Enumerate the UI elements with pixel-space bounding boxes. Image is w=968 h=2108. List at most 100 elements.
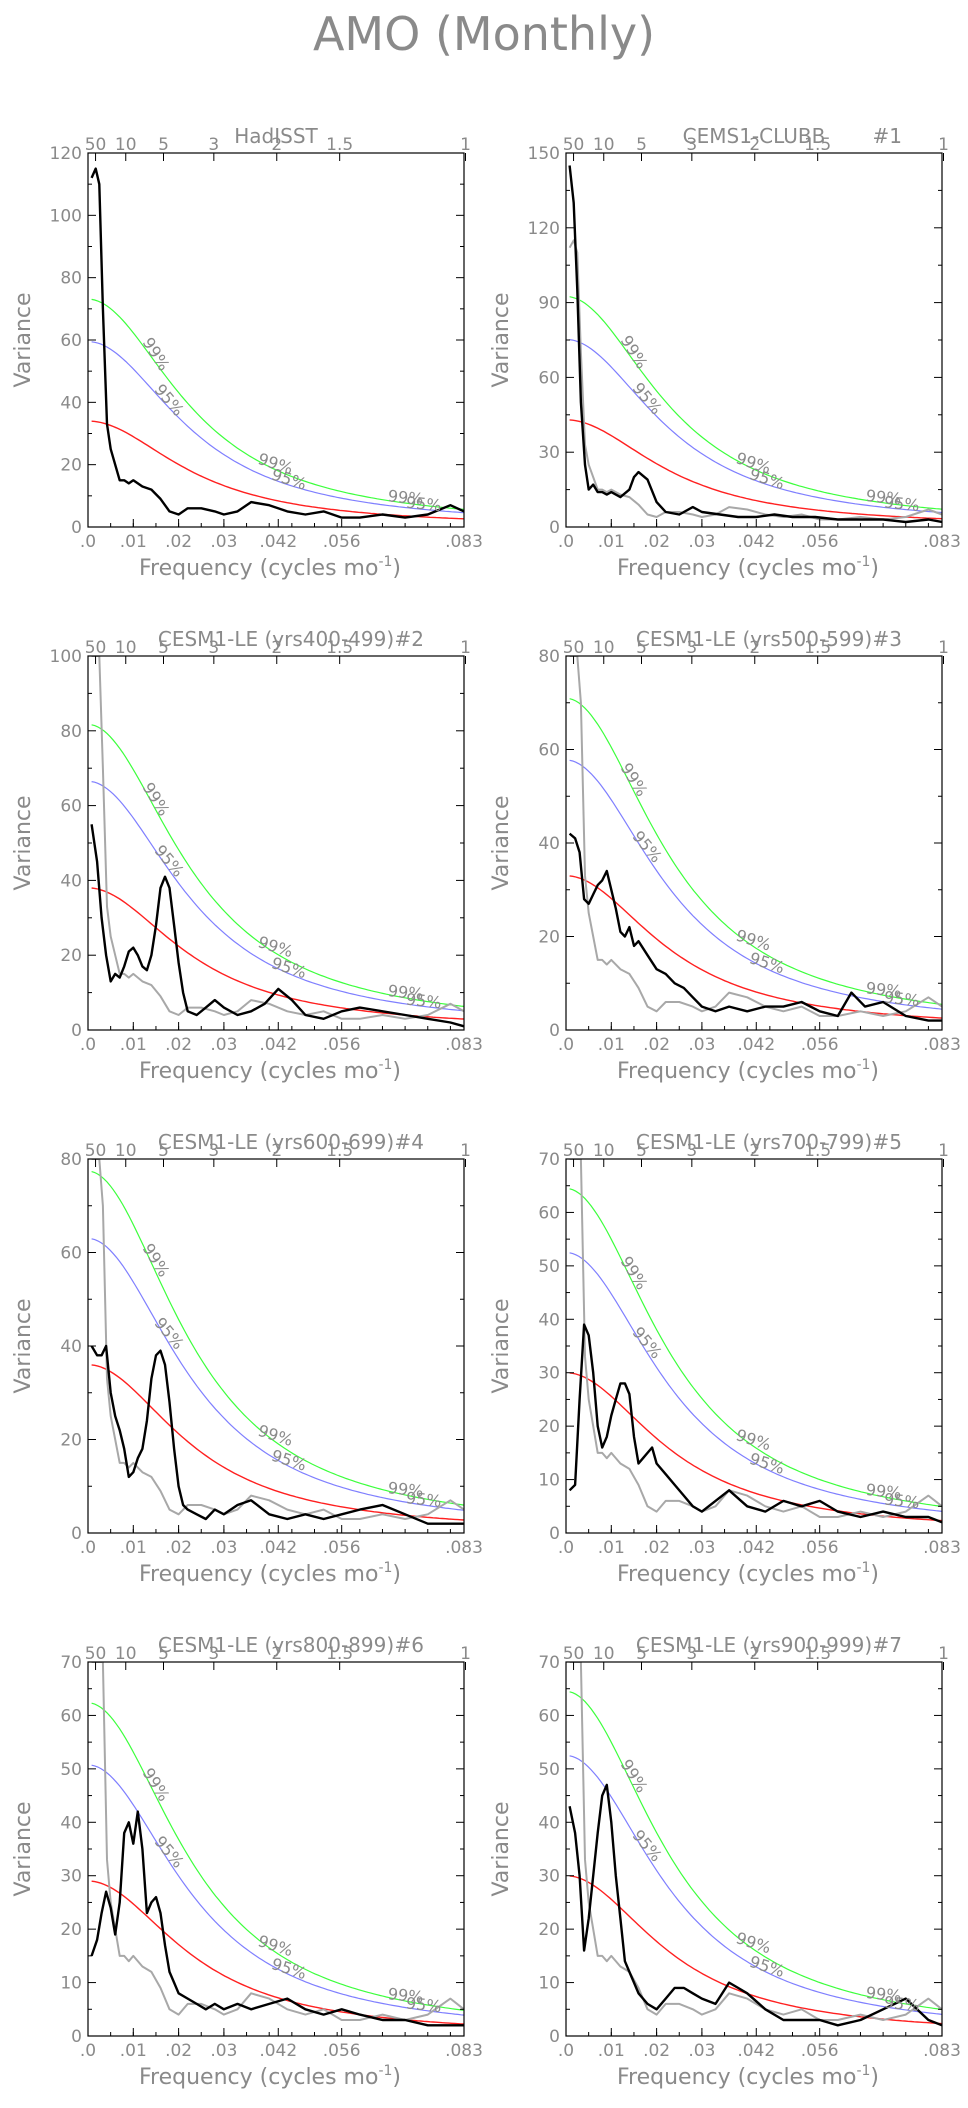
x-tick-label: .03: [210, 1538, 237, 1558]
period-tick-label: 10: [593, 1141, 615, 1161]
panel-run-number: #6: [395, 1633, 424, 1657]
spectrum-line: [568, 1323, 942, 1524]
x-tick-label: .02: [643, 532, 670, 552]
plot-area: [568, 1159, 942, 1524]
x-tick-label: .03: [210, 1035, 237, 1055]
y-tick-label: 90: [538, 294, 560, 314]
period-tick-label: 5: [158, 1141, 169, 1161]
period-tick-label: 1: [938, 1644, 949, 1664]
period-tick-label: 1.5: [804, 1644, 831, 1664]
panel-title: CESM1-LE (yrs700-799): [636, 1130, 872, 1154]
y-tick-label: 30: [538, 443, 560, 463]
x-tick-label: .02: [165, 532, 192, 552]
ci95-label: 95%: [405, 1488, 442, 1511]
x-tick-label: .083: [445, 1538, 483, 1558]
x-axis-label-superscript: -1: [856, 554, 870, 570]
ci95-label: 95%: [151, 841, 188, 880]
y-tick-label: 20: [60, 1431, 82, 1451]
x-axis-label-superscript: -1: [378, 1057, 392, 1073]
period-tick-label: 50: [563, 1141, 585, 1161]
plot-area: [90, 656, 464, 1028]
plot-area: [568, 165, 942, 524]
x-axis-label: Frequency (cycles mo-1): [139, 1560, 401, 1587]
ci99-curve: [91, 298, 464, 510]
ci95-label: 95%: [629, 827, 666, 866]
plot-frame: [565, 1661, 943, 2037]
ci99-label: 99%: [387, 1984, 424, 2007]
period-tick-label: 1: [460, 135, 471, 155]
ci99-label: 99%: [139, 779, 174, 819]
y-tick-label: 50: [538, 1257, 560, 1277]
period-tick-label: 1.5: [326, 1644, 353, 1664]
ci95-curve: [91, 781, 464, 1012]
spectrum-line: [90, 167, 464, 519]
x-tick-label: .0: [558, 532, 574, 552]
panel-run-number: #3: [873, 627, 902, 651]
reference-spectrum-line: [569, 1159, 942, 1518]
spectrum-line: [90, 1810, 464, 2027]
ci99-label: 99%: [617, 332, 652, 372]
x-axis-label: Frequency (cycles mo-1): [617, 1057, 879, 1084]
x-tick-label: .056: [323, 2041, 361, 2061]
plot-frame: [565, 655, 943, 1031]
y-tick-label: 40: [60, 1337, 82, 1357]
y-tick-label: 40: [538, 834, 560, 854]
ci95-label: 95%: [629, 1323, 666, 1362]
period-tick-label: 1.5: [804, 1141, 831, 1161]
period-tick-label: 50: [563, 135, 585, 155]
chart-panel-3: CESM1-LE (yrs400-499) #299%95%99%95%99%95…: [11, 627, 483, 1084]
panel-run-number: #4: [395, 1130, 424, 1154]
x-tick-label: .01: [598, 2041, 625, 2061]
period-tick-label: 50: [85, 638, 107, 658]
red-noise-curve: [569, 419, 942, 520]
x-tick-label: .01: [598, 1538, 625, 1558]
x-tick-label: .042: [259, 2041, 297, 2061]
ci95-label: 95%: [629, 379, 666, 418]
x-tick-label: .042: [259, 532, 297, 552]
period-tick-label: 3: [686, 1644, 697, 1664]
chart-panel-2: CEMS1-CLUBB #199%95%99%95%99%95%030609012…: [489, 124, 961, 581]
x-tick-label: .03: [210, 2041, 237, 2061]
x-tick-label: .083: [923, 532, 961, 552]
x-tick-label: .02: [165, 1035, 192, 1055]
period-tick-label: 5: [158, 1644, 169, 1664]
y-axis-label: Variance: [489, 795, 514, 890]
period-tick-label: 3: [686, 135, 697, 155]
panel-run-number: #2: [395, 627, 424, 651]
y-tick-label: 70: [60, 1653, 82, 1673]
x-axis-label-superscript: -1: [856, 2063, 870, 2079]
period-tick-label: 3: [686, 1141, 697, 1161]
period-tick-label: 10: [593, 638, 615, 658]
ci95-label: 95%: [269, 1954, 309, 1983]
period-tick-label: 1: [938, 1141, 949, 1161]
panel-title: CESM1-LE (yrs500-599): [636, 627, 872, 651]
ci95-label: 95%: [405, 493, 442, 516]
x-tick-label: .01: [120, 1035, 147, 1055]
period-tick-label: 3: [208, 1141, 219, 1161]
period-tick-label: 1: [938, 135, 949, 155]
period-tick-label: 10: [115, 135, 137, 155]
y-tick-label: 30: [60, 1867, 82, 1887]
y-axis-label: Variance: [11, 795, 36, 890]
ci95-label: 95%: [883, 492, 920, 515]
x-axis-label: Frequency (cycles mo-1): [139, 554, 401, 581]
y-tick-label: 80: [60, 722, 82, 742]
panel-title: CEMS1-CLUBB: [683, 124, 826, 148]
y-tick-label: 100: [50, 647, 82, 667]
y-tick-label: 70: [538, 1150, 560, 1170]
spectrum-line: [568, 832, 942, 1022]
panel-run-number: #1: [873, 124, 902, 148]
period-tick-label: 50: [563, 638, 585, 658]
x-axis-label-superscript: -1: [378, 1560, 392, 1576]
panel-title: CESM1-LE (yrs800-899): [158, 1633, 394, 1657]
panel-title: CESM1-LE (yrs600-699): [158, 1130, 394, 1154]
x-axis-label-superscript: -1: [378, 2063, 392, 2079]
red-noise-curve: [91, 1364, 464, 1521]
ci95-label: 95%: [269, 1446, 309, 1475]
ci99-label: 99%: [617, 759, 652, 799]
x-tick-label: .0: [558, 2041, 574, 2061]
x-tick-label: .042: [737, 2041, 775, 2061]
ci95-label: 95%: [747, 1952, 787, 1981]
period-tick-label: 50: [85, 1141, 107, 1161]
y-tick-label: 30: [538, 1867, 560, 1887]
